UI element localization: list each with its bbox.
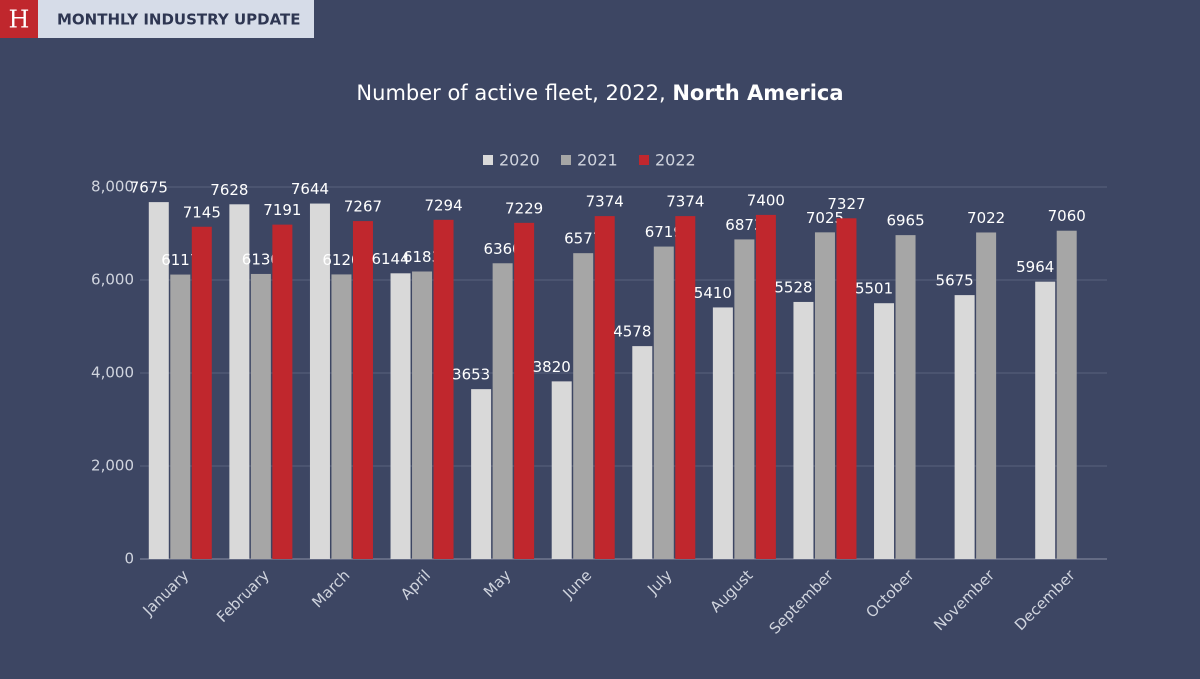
x-tick-label: January bbox=[139, 566, 193, 620]
bar bbox=[755, 214, 776, 559]
bar bbox=[895, 235, 916, 559]
bar bbox=[514, 222, 535, 559]
logo: H bbox=[9, 6, 30, 34]
bar bbox=[1035, 281, 1056, 559]
data-label: 7191 bbox=[263, 201, 301, 219]
data-label: 6144 bbox=[371, 250, 409, 268]
data-label: 7145 bbox=[183, 203, 221, 221]
bar bbox=[191, 226, 212, 559]
x-tick-label: June bbox=[559, 566, 596, 603]
bar bbox=[170, 274, 191, 559]
bar bbox=[433, 219, 454, 560]
bar bbox=[309, 203, 330, 559]
data-label: 7025 bbox=[806, 209, 844, 227]
data-label: 6577 bbox=[564, 230, 602, 248]
bar bbox=[594, 216, 615, 559]
data-label: 4578 bbox=[613, 323, 651, 341]
bar bbox=[412, 271, 433, 559]
y-tick-label: 0 bbox=[124, 550, 134, 568]
bar bbox=[976, 232, 997, 560]
y-tick-label: 8,000 bbox=[91, 178, 134, 196]
data-label: 6183 bbox=[403, 248, 441, 266]
legend-swatch bbox=[483, 155, 493, 165]
bar bbox=[734, 239, 755, 559]
legend-swatch bbox=[561, 155, 571, 165]
y-tick-label: 2,000 bbox=[91, 457, 134, 475]
data-label: 3820 bbox=[533, 358, 571, 376]
data-label: 7374 bbox=[586, 193, 624, 211]
data-label: 7628 bbox=[210, 181, 248, 199]
bar bbox=[653, 246, 674, 559]
chart-title: Number of active fleet, 2022, North Amer… bbox=[356, 81, 843, 105]
data-label: 5410 bbox=[694, 284, 732, 302]
bar bbox=[814, 232, 835, 559]
data-label: 6873 bbox=[725, 216, 763, 234]
data-label: 5964 bbox=[1016, 258, 1054, 276]
bar bbox=[632, 346, 653, 559]
bar bbox=[250, 273, 271, 559]
x-tick-label: October bbox=[862, 566, 918, 622]
data-label: 7267 bbox=[344, 198, 382, 216]
title-text: Number of active fleet, 2022, bbox=[356, 81, 665, 105]
bar bbox=[229, 204, 250, 559]
bar bbox=[272, 224, 293, 559]
bar bbox=[551, 381, 572, 559]
data-label: 5501 bbox=[855, 280, 893, 298]
data-label: 7374 bbox=[666, 193, 704, 211]
data-label: 6130 bbox=[242, 250, 280, 268]
x-tick-label: August bbox=[707, 566, 757, 616]
data-label: 5675 bbox=[936, 272, 974, 290]
bar bbox=[874, 303, 895, 559]
data-label: 6120 bbox=[322, 251, 360, 269]
bar bbox=[1056, 230, 1077, 559]
legend-swatch bbox=[639, 155, 649, 165]
x-tick-label: March bbox=[308, 566, 353, 611]
title-highlight: North America bbox=[672, 81, 843, 105]
logo-box bbox=[0, 0, 38, 38]
x-tick-label: November bbox=[930, 566, 998, 634]
y-tick-label: 6,000 bbox=[91, 271, 134, 289]
data-label: 7327 bbox=[827, 195, 865, 213]
legend-label: 2021 bbox=[577, 151, 618, 170]
data-label: 7294 bbox=[424, 196, 462, 214]
y-tick-label: 4,000 bbox=[91, 364, 134, 382]
x-tick-label: September bbox=[766, 566, 838, 638]
data-label: 6965 bbox=[886, 212, 924, 230]
data-label: 7644 bbox=[291, 180, 329, 198]
legend-label: 2022 bbox=[655, 151, 696, 170]
header-box bbox=[38, 0, 314, 38]
bar bbox=[492, 263, 513, 559]
data-label: 7400 bbox=[747, 191, 785, 209]
x-tick-label: May bbox=[480, 566, 515, 601]
x-tick-label: April bbox=[397, 566, 434, 603]
data-label: 6117 bbox=[161, 251, 199, 269]
bar bbox=[793, 301, 814, 559]
x-tick-label: July bbox=[643, 566, 676, 599]
header-title: MONTHLY INDUSTRY UPDATE bbox=[57, 11, 301, 29]
bar bbox=[836, 218, 857, 559]
data-label: 3653 bbox=[452, 366, 490, 384]
x-tick-label: December bbox=[1011, 566, 1079, 634]
bar bbox=[331, 274, 352, 559]
data-label: 6360 bbox=[484, 240, 522, 258]
data-label: 7022 bbox=[967, 209, 1005, 227]
data-label: 6719 bbox=[645, 223, 683, 241]
bar bbox=[573, 253, 594, 559]
x-tick-label: February bbox=[213, 566, 273, 626]
data-label: 5528 bbox=[774, 278, 812, 296]
legend-label: 2020 bbox=[499, 151, 540, 170]
bar bbox=[954, 295, 975, 559]
bar bbox=[471, 389, 492, 559]
bar bbox=[675, 216, 696, 559]
data-label: 7060 bbox=[1048, 207, 1086, 225]
bar bbox=[712, 307, 733, 559]
bar bbox=[148, 202, 169, 560]
bar bbox=[352, 221, 373, 559]
data-label: 7229 bbox=[505, 199, 543, 217]
bar bbox=[390, 273, 411, 559]
data-label: 7675 bbox=[130, 179, 168, 197]
